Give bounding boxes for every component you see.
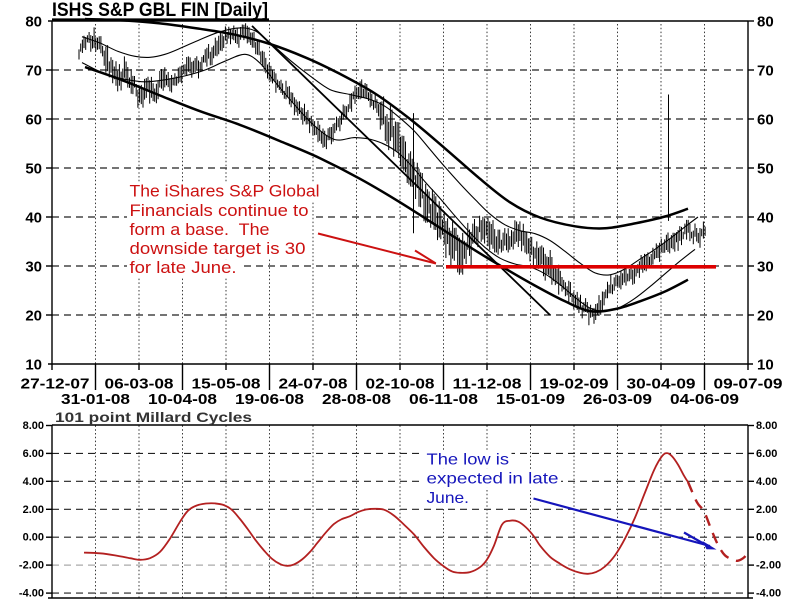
svg-text:ISHS S&P GBL FIN [Daily]: ISHS S&P GBL FIN [Daily] <box>52 0 268 21</box>
svg-text:20: 20 <box>25 308 42 325</box>
svg-text:80: 80 <box>25 14 42 31</box>
svg-text:expected in late: expected in late <box>427 471 559 488</box>
svg-text:June.: June. <box>427 490 470 507</box>
svg-text:70: 70 <box>25 63 42 80</box>
svg-text:0.00: 0.00 <box>23 532 44 544</box>
svg-text:10: 10 <box>757 357 774 374</box>
svg-text:50: 50 <box>757 161 774 178</box>
svg-text:28-08-08: 28-08-08 <box>322 391 391 408</box>
svg-text:60: 60 <box>757 112 774 129</box>
svg-text:50: 50 <box>25 161 42 178</box>
svg-text:31-01-08: 31-01-08 <box>61 391 130 408</box>
svg-text:26-03-09: 26-03-09 <box>583 391 652 408</box>
svg-text:2.00: 2.00 <box>756 504 777 516</box>
svg-text:for late June.: for late June. <box>130 259 237 277</box>
svg-text:2.00: 2.00 <box>23 504 44 516</box>
svg-text:10: 10 <box>25 357 42 374</box>
svg-text:30-04-09: 30-04-09 <box>627 376 696 393</box>
svg-text:30: 30 <box>25 259 42 276</box>
svg-text:10-04-08: 10-04-08 <box>148 391 217 408</box>
svg-text:27-12-07: 27-12-07 <box>21 376 90 393</box>
svg-text:6.00: 6.00 <box>756 448 777 460</box>
svg-text:80: 80 <box>757 14 774 31</box>
svg-text:15-05-08: 15-05-08 <box>192 376 261 393</box>
svg-text:The low is: The low is <box>427 452 510 469</box>
svg-text:02-10-08: 02-10-08 <box>366 376 435 393</box>
svg-text:24-07-08: 24-07-08 <box>279 376 348 393</box>
svg-text:20: 20 <box>757 308 774 325</box>
svg-text:101 point Millard Cycles: 101 point Millard Cycles <box>55 410 252 425</box>
svg-text:8.00: 8.00 <box>756 420 777 432</box>
svg-text:40: 40 <box>757 210 774 227</box>
svg-text:Financials continue to: Financials continue to <box>130 202 309 220</box>
svg-text:6.00: 6.00 <box>23 448 44 460</box>
svg-text:-2.00: -2.00 <box>756 560 781 572</box>
svg-text:-4.00: -4.00 <box>756 588 781 600</box>
svg-text:09-07-09: 09-07-09 <box>714 376 783 393</box>
svg-text:11-12-08: 11-12-08 <box>453 376 522 393</box>
svg-text:-2.00: -2.00 <box>19 560 44 572</box>
svg-text:19-02-09: 19-02-09 <box>540 376 609 393</box>
svg-text:06-11-08: 06-11-08 <box>409 391 478 408</box>
svg-text:0.00: 0.00 <box>756 532 777 544</box>
svg-text:form a base. The: form a base. The <box>130 221 270 239</box>
svg-text:The iShares S&P Global: The iShares S&P Global <box>130 183 320 201</box>
svg-text:4.00: 4.00 <box>756 476 777 488</box>
svg-text:06-03-08: 06-03-08 <box>105 376 174 393</box>
svg-text:19-06-08: 19-06-08 <box>235 391 304 408</box>
svg-text:4.00: 4.00 <box>23 476 44 488</box>
svg-text:downside target is 30: downside target is 30 <box>130 240 306 258</box>
svg-text:40: 40 <box>25 210 42 227</box>
svg-text:60: 60 <box>25 112 42 129</box>
svg-text:70: 70 <box>757 63 774 80</box>
svg-text:-4.00: -4.00 <box>19 588 44 600</box>
svg-text:8.00: 8.00 <box>23 420 44 432</box>
svg-text:30: 30 <box>757 259 774 276</box>
svg-text:04-06-09: 04-06-09 <box>670 391 739 408</box>
svg-text:15-01-09: 15-01-09 <box>496 391 565 408</box>
